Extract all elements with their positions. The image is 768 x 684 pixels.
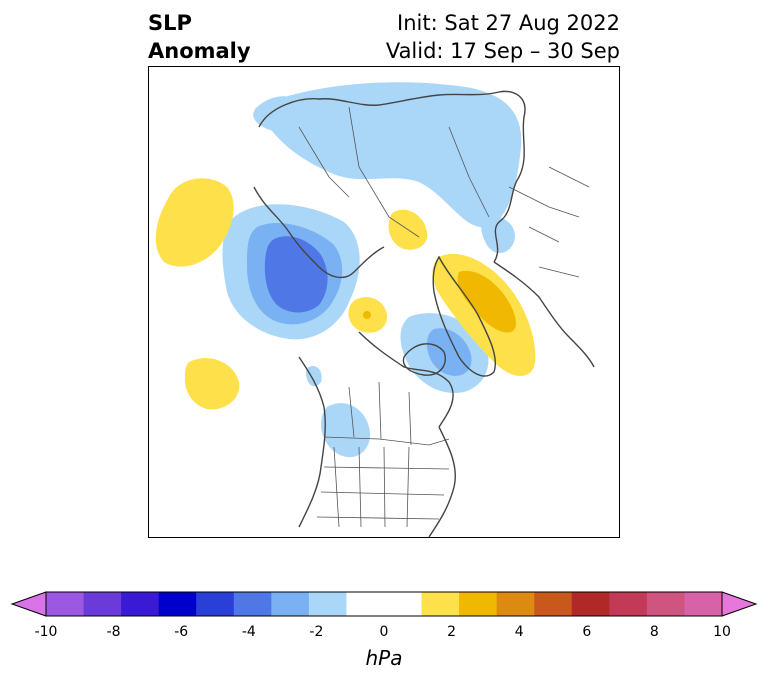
colorbar-tick-label: 0 <box>379 624 389 640</box>
north-america-west-coast <box>298 356 326 528</box>
colorbar-cell <box>459 592 498 616</box>
forecast-dates: Init: Sat 27 Aug 2022 Valid: 17 Sep – 30… <box>386 9 620 65</box>
colorbar-tick-label: 8 <box>649 624 659 640</box>
border-layer <box>298 106 590 528</box>
us-state-lines-horizontal <box>316 466 450 520</box>
colorbar-tick-label: 2 <box>447 624 457 640</box>
colorbar-tick-label: -2 <box>309 624 324 640</box>
map-canvas <box>155 82 595 537</box>
colorbar-units: hPa <box>365 646 403 670</box>
init-date: Init: Sat 27 Aug 2022 <box>397 11 620 35</box>
colorbar-tick-label: -4 <box>241 624 256 640</box>
east-asia-coast <box>493 261 595 368</box>
title-line-2: Anomaly <box>148 39 251 63</box>
colorbar-tick-label: 4 <box>514 624 524 640</box>
colorbar-cell <box>83 592 122 616</box>
arctic-siberia-coast <box>253 186 385 279</box>
colorbar-tick-label: 10 <box>713 624 731 640</box>
colorbar-cell <box>534 592 573 616</box>
russia-border <box>348 106 420 238</box>
map-title: SLP Anomaly <box>148 9 251 65</box>
hudson-bay-coast <box>402 343 446 376</box>
colorbar-under-arrow <box>10 591 47 617</box>
china-border <box>448 126 490 218</box>
canada-province-lines <box>348 381 412 446</box>
title-line-1: SLP <box>148 11 192 35</box>
eurasia-coast <box>258 90 526 263</box>
colorbar-tick-label: 6 <box>582 624 592 640</box>
greenland-coast <box>432 255 496 377</box>
colorbar-outline <box>45 591 723 617</box>
colorbar-cell <box>233 592 272 616</box>
negative-anomaly-north-america <box>321 403 371 458</box>
colorbar-cell <box>308 592 347 616</box>
colorbar-cell <box>346 592 385 616</box>
coastline-layer <box>253 90 595 537</box>
colorbar-tick-label: -8 <box>106 624 121 640</box>
colorbar-cell <box>609 592 648 616</box>
north-america-east-coast <box>428 426 456 537</box>
slp-anomaly-map <box>148 66 620 538</box>
colorbar-cell <box>384 592 423 616</box>
colorbar-cell <box>158 592 197 616</box>
colorbar-cell <box>421 592 460 616</box>
negative-anomaly-eurasia <box>259 82 522 228</box>
colorbar-tick-label: -10 <box>34 624 58 640</box>
negative-anomaly-canada-core <box>427 328 472 376</box>
colorbar-tick-label: -6 <box>174 624 189 640</box>
negative-anomaly-pacific-small <box>305 366 322 387</box>
positive-anomaly-arctic-core <box>363 311 371 319</box>
negative-anomaly-europe-west <box>253 96 308 133</box>
colorbar-cell <box>646 592 685 616</box>
positive-anomaly-greenland-core <box>457 270 516 333</box>
negative-anomaly-east-asia <box>481 216 515 253</box>
us-state-lines <box>333 446 410 528</box>
north-america-arctic-coast <box>358 331 454 428</box>
positive-anomaly-pacific <box>184 358 240 410</box>
colorbar-cell <box>571 592 610 616</box>
valid-range: Valid: 17 Sep – 30 Sep <box>385 39 620 63</box>
colorbar-cell <box>271 592 310 616</box>
canada-us-border <box>323 436 450 446</box>
colorbar-cell <box>121 592 160 616</box>
colorbar-cell <box>196 592 235 616</box>
positive-anomaly-west-asia <box>155 178 234 267</box>
colorbar-cell <box>46 592 85 616</box>
colorbar-cell <box>496 592 535 616</box>
anomaly-field-layer <box>155 82 536 458</box>
colorbar <box>10 591 758 617</box>
colorbar-over-arrow <box>721 591 758 617</box>
central-asia-border <box>298 126 350 198</box>
europe-borders <box>508 166 590 278</box>
colorbar-cells <box>46 592 723 616</box>
colorbar-cell <box>684 592 723 616</box>
negative-anomaly-siberia-core <box>264 236 328 313</box>
